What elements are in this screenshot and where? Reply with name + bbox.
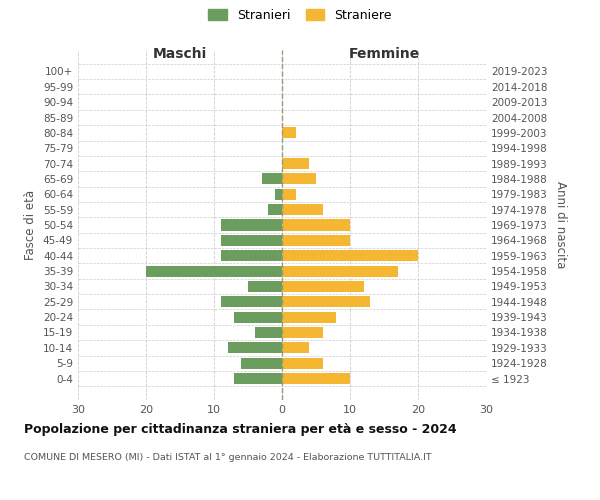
Bar: [221, 250, 282, 261]
Bar: [282, 158, 309, 169]
Bar: [282, 296, 370, 308]
Bar: [241, 358, 282, 368]
Bar: [282, 327, 323, 338]
Bar: [268, 204, 282, 215]
Bar: [282, 128, 296, 138]
Bar: [282, 174, 316, 184]
Bar: [282, 220, 350, 230]
Bar: [282, 189, 296, 200]
Y-axis label: Anni di nascita: Anni di nascita: [554, 182, 567, 268]
Text: Femmine: Femmine: [349, 46, 419, 60]
Bar: [227, 342, 282, 353]
Bar: [235, 373, 282, 384]
Bar: [282, 204, 323, 215]
Bar: [262, 174, 282, 184]
Bar: [282, 342, 309, 353]
Bar: [282, 281, 364, 292]
Bar: [221, 296, 282, 308]
Bar: [146, 266, 282, 276]
Bar: [221, 235, 282, 246]
Bar: [282, 235, 350, 246]
Legend: Stranieri, Straniere: Stranieri, Straniere: [206, 6, 394, 24]
Bar: [235, 312, 282, 322]
Bar: [282, 373, 350, 384]
Text: COMUNE DI MESERO (MI) - Dati ISTAT al 1° gennaio 2024 - Elaborazione TUTTITALIA.: COMUNE DI MESERO (MI) - Dati ISTAT al 1°…: [24, 454, 431, 462]
Text: Popolazione per cittadinanza straniera per età e sesso - 2024: Popolazione per cittadinanza straniera p…: [24, 422, 457, 436]
Bar: [282, 266, 398, 276]
Bar: [221, 220, 282, 230]
Bar: [282, 358, 323, 368]
Text: Maschi: Maschi: [153, 46, 207, 60]
Bar: [275, 189, 282, 200]
Y-axis label: Fasce di età: Fasce di età: [25, 190, 37, 260]
Bar: [255, 327, 282, 338]
Bar: [282, 250, 418, 261]
Bar: [248, 281, 282, 292]
Bar: [282, 312, 337, 322]
